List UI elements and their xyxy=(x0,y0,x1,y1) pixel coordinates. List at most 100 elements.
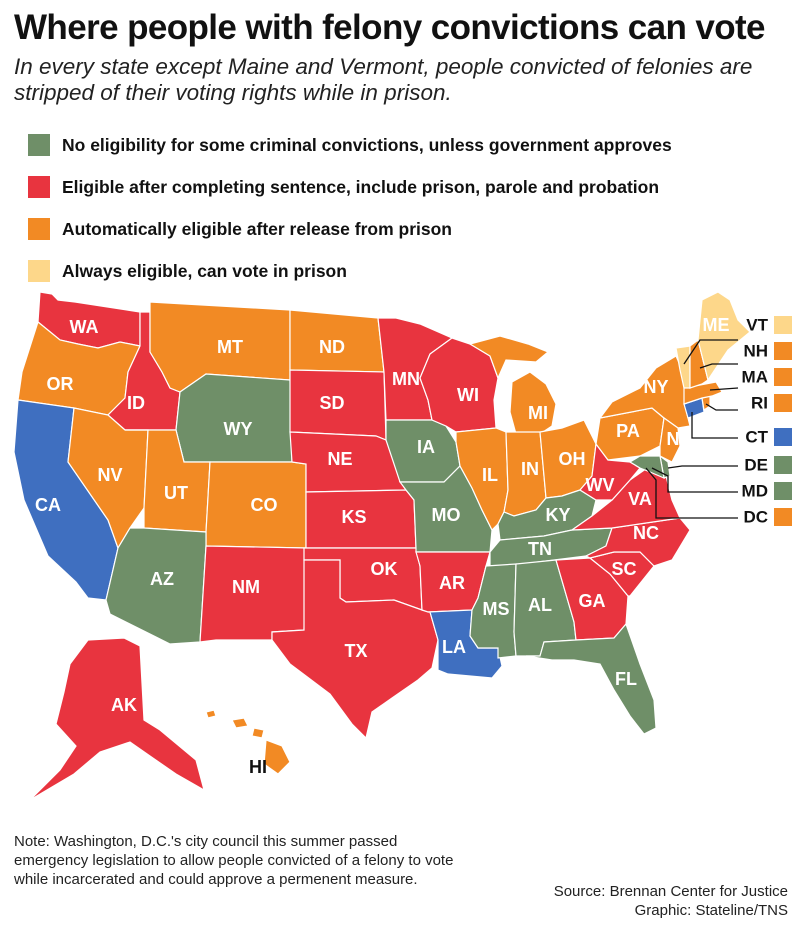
label-wa: WA xyxy=(70,317,99,337)
label-az: AZ xyxy=(150,569,174,589)
state-mi xyxy=(468,335,550,380)
label-ny: NY xyxy=(643,377,668,397)
label-tx: TX xyxy=(344,641,367,661)
source-line: Source: Brennan Center for Justice xyxy=(553,883,788,900)
label-id: ID xyxy=(127,393,145,413)
label-tn: TN xyxy=(528,539,552,559)
label-ms: MS xyxy=(483,599,510,619)
label-sd: SD xyxy=(319,393,344,413)
callout-dc-label: DC xyxy=(743,507,768,526)
label-ak: AK xyxy=(111,695,137,715)
state-nv xyxy=(67,407,149,550)
label-ne: NE xyxy=(327,449,352,469)
label-ca: CA xyxy=(35,495,61,515)
callout-nh-label: NH xyxy=(743,341,768,360)
callout-dc-swatch xyxy=(774,508,792,526)
state-nc xyxy=(584,517,691,567)
label-il: IL xyxy=(482,465,498,485)
callout-md-label: MD xyxy=(742,481,768,500)
label-me: ME xyxy=(703,315,730,335)
state-ma xyxy=(683,381,723,405)
label-mi: MI xyxy=(528,403,548,423)
state-nh xyxy=(689,338,709,389)
state-il xyxy=(455,427,509,532)
label-hi: HI xyxy=(249,757,267,777)
callout-ct-label: CT xyxy=(745,427,768,446)
state-ak xyxy=(29,637,205,801)
leader-ct xyxy=(691,412,738,439)
callout-md-swatch xyxy=(774,482,792,500)
callout-ri-swatch xyxy=(774,394,792,412)
state-me xyxy=(697,291,751,382)
legend-swatch-orange xyxy=(28,218,50,240)
label-oh: OH xyxy=(559,449,586,469)
graphic-credit: Graphic: Stateline/TNS xyxy=(634,902,788,919)
callout-vt-swatch xyxy=(774,316,792,334)
label-ks: KS xyxy=(341,507,366,527)
label-nj: NJ xyxy=(666,429,689,449)
footnote: Note: Washington, D.C.'s city council th… xyxy=(14,833,454,888)
label-sc: SC xyxy=(611,559,636,579)
state-az xyxy=(105,527,207,645)
legend-label: Always eligible, can vote in prison xyxy=(62,260,347,281)
label-al: AL xyxy=(528,595,552,615)
page-title: Where people with felony convictions can… xyxy=(14,8,766,47)
callout-ma-swatch xyxy=(774,368,792,386)
state-hi-island3 xyxy=(251,727,265,739)
label-mo: MO xyxy=(432,505,461,525)
label-co: CO xyxy=(251,495,278,515)
legend-item-always: Always eligible, can vote in prison xyxy=(28,250,788,292)
leader-nh xyxy=(699,363,738,369)
leader-md xyxy=(651,467,738,493)
callout-de-swatch xyxy=(774,456,792,474)
state-vt xyxy=(675,345,691,389)
label-nd: ND xyxy=(319,337,345,357)
legend-item-no-eligibility: No eligibility for some criminal convict… xyxy=(28,124,788,166)
state-tx xyxy=(271,559,439,740)
callout-ct-swatch xyxy=(774,428,792,446)
label-mn: MN xyxy=(392,369,420,389)
label-nc: NC xyxy=(633,523,659,543)
callout-nh-swatch xyxy=(774,342,792,360)
callout-ma-label: MA xyxy=(742,367,768,386)
label-wv: WV xyxy=(586,475,615,495)
label-ga: GA xyxy=(579,591,606,611)
legend-label: No eligibility for some criminal convict… xyxy=(62,134,672,155)
state-hi-big xyxy=(263,739,291,775)
source-credit: Source: Brennan Center for Justice Graph… xyxy=(554,882,788,920)
label-wi: WI xyxy=(457,385,479,405)
label-or: OR xyxy=(47,374,74,394)
state-mo xyxy=(398,465,493,553)
state-hi-island2 xyxy=(231,717,249,729)
state-mi-lower xyxy=(509,371,557,435)
legend-swatch-yellow xyxy=(28,260,50,282)
label-ky: KY xyxy=(545,505,570,525)
state-md xyxy=(628,455,665,479)
page-subtitle: In every state except Maine and Vermont,… xyxy=(14,54,753,105)
legend-label: Eligible after completing sentence, incl… xyxy=(62,176,660,197)
label-va: VA xyxy=(628,489,652,509)
leader-ri xyxy=(705,403,738,411)
label-fl: FL xyxy=(615,669,637,689)
callout-de-label: DE xyxy=(744,455,768,474)
label-nv: NV xyxy=(97,465,122,485)
leader-vt xyxy=(683,339,738,365)
label-ok: OK xyxy=(371,559,398,579)
label-in: IN xyxy=(521,459,539,479)
legend-label: Automatically eligible after release fro… xyxy=(62,218,452,239)
legend-swatch-green xyxy=(28,134,50,156)
legend-item-after-sentence: Eligible after completing sentence, incl… xyxy=(28,166,788,208)
state-nj xyxy=(659,416,681,463)
label-ar: AR xyxy=(439,573,465,593)
label-la: LA xyxy=(442,637,466,657)
leader-dc xyxy=(645,467,738,519)
state-fl xyxy=(525,622,657,735)
label-ut: UT xyxy=(164,483,188,503)
label-nm: NM xyxy=(232,577,260,597)
label-ia: IA xyxy=(417,437,435,457)
callout-ri-label: RI xyxy=(751,393,768,412)
leader-de xyxy=(667,465,738,469)
legend-swatch-red xyxy=(28,176,50,198)
legend-item-after-release: Automatically eligible after release fro… xyxy=(28,208,788,250)
callout-vt-label: VT xyxy=(746,315,768,334)
